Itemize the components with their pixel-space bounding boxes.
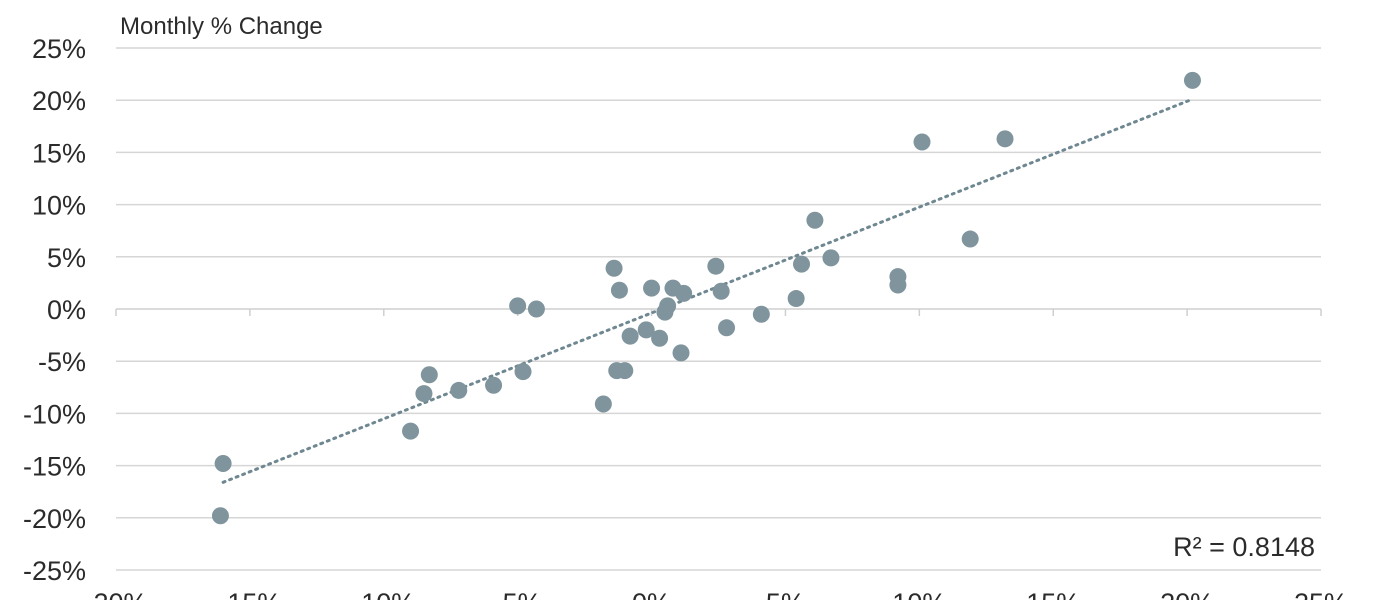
data-point [450,381,468,399]
gridlines [116,47,1321,571]
x-tick-label: 25% [1294,588,1348,600]
y-tick-label: -25% [23,556,86,586]
data-point [712,282,730,300]
x-tick-label: 15% [1026,588,1080,600]
y-tick-label: 15% [32,138,86,168]
data-point [214,455,232,473]
data-point [806,211,824,229]
data-point [752,305,770,323]
data-point [637,321,655,339]
data-point [996,130,1014,148]
data-point [621,327,639,345]
data-point [822,249,840,267]
data-point [415,385,433,403]
data-point [718,319,736,337]
x-tick-label: 0% [632,588,671,600]
x-tick-label: 20% [1160,588,1214,600]
data-point [420,366,438,384]
data-point [527,300,545,318]
x-tick-label: 5% [766,588,805,600]
r-squared-label: R² = 0.8148 [1173,532,1315,562]
data-point [610,281,628,299]
data-point [485,376,503,394]
y-tick-label: 0% [47,295,86,325]
trendline-path [221,97,1194,484]
data-point [211,507,229,525]
data-point [651,329,669,347]
data-point [509,297,527,315]
y-tick-label: -15% [23,452,86,482]
x-tick-label: -5% [494,588,542,600]
data-point [787,290,805,308]
x-tick-label: 10% [892,588,946,600]
y-tick-label: 25% [32,34,86,64]
data-point [793,255,811,273]
data-point [675,284,693,302]
y-axis-label: Monthly % Change [120,13,323,40]
y-tick-label: 5% [47,243,86,273]
data-point [913,133,931,151]
x-axis-tick-labels: -20% -15% -10% -5% 0% 5% 10% 15% 20% 25% [84,588,1348,600]
data-point [889,276,907,294]
data-point [707,257,725,275]
y-tick-label: -5% [38,347,86,377]
y-axis-tick-labels: 25% 20% 15% 10% 5% 0% -5% -10% -15% -20% -25% [23,34,86,586]
data-points [211,71,1201,525]
data-point [672,344,690,362]
data-point [605,259,623,277]
data-point [616,362,634,380]
x-axis [115,308,1322,316]
y-tick-label: 20% [32,86,86,116]
data-point [514,363,532,381]
data-point [402,422,420,440]
y-tick-label: 10% [32,191,86,221]
y-tick-label: -20% [23,504,86,534]
data-point [961,230,979,248]
data-point [656,303,674,321]
data-point [1183,71,1201,89]
y-tick-label: -10% [23,399,86,429]
data-point [643,279,661,297]
trendline [221,97,1194,484]
x-tick-label: -20% [84,588,147,600]
x-tick-label: -10% [352,588,415,600]
data-point [594,395,612,413]
x-tick-label: -15% [218,588,281,600]
